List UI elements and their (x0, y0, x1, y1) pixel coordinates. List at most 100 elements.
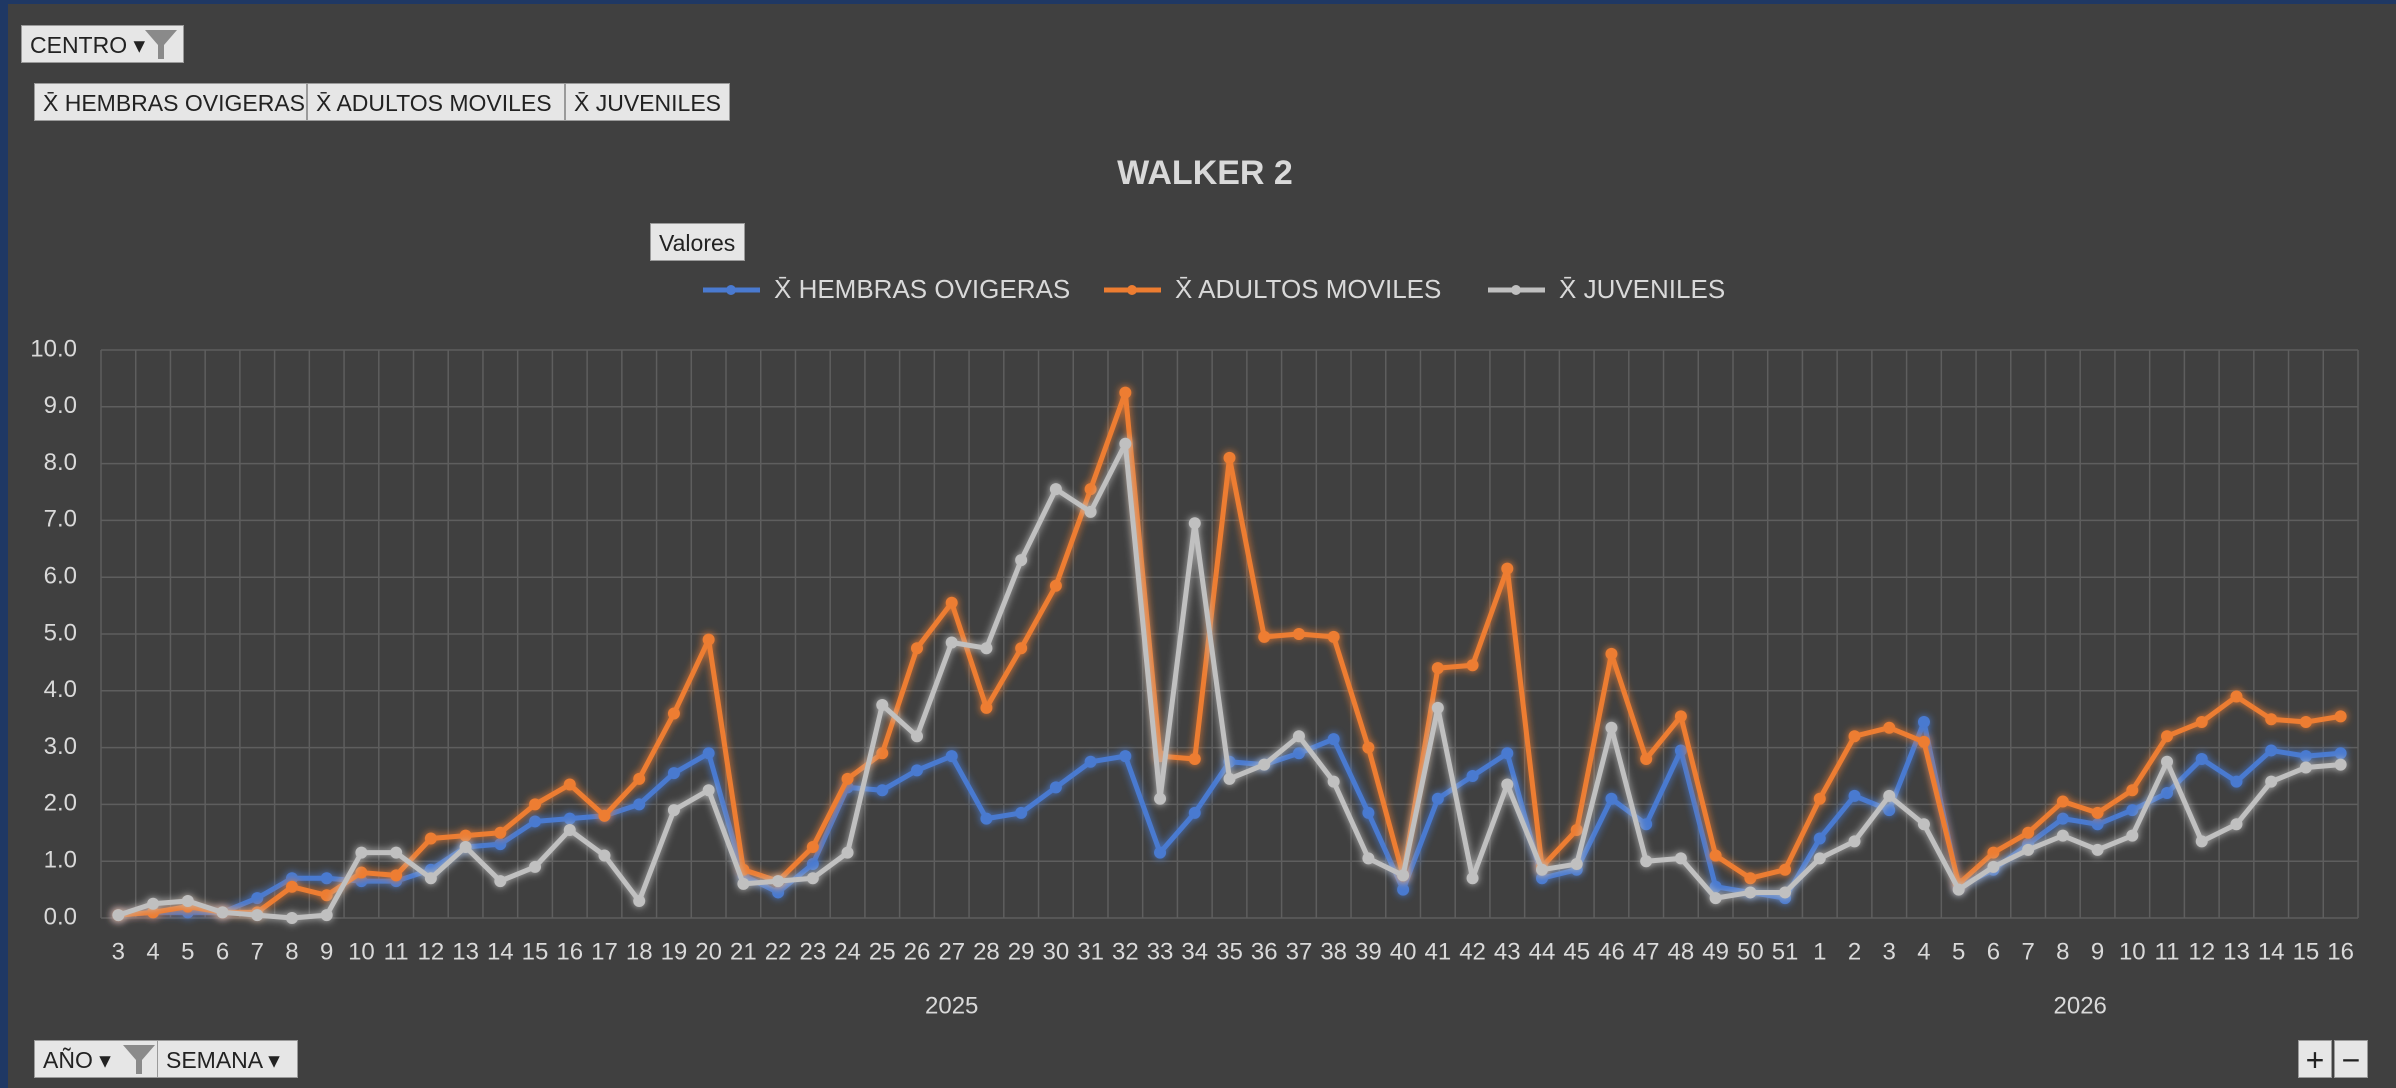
values-button[interactable]: Valores (650, 223, 745, 261)
x-tick-label: 44 (1529, 938, 1556, 965)
data-point (910, 642, 923, 655)
data-point (2056, 795, 2069, 808)
x-tick-label: 14 (487, 938, 514, 965)
data-point (806, 858, 819, 871)
data-point (1327, 733, 1340, 746)
x-tick-label: 35 (1216, 938, 1243, 965)
data-point (2265, 744, 2278, 757)
x-tick-label: 9 (2091, 938, 2104, 965)
filter-icon (145, 30, 177, 59)
data-point (1917, 735, 1930, 748)
x-tick-label: 1 (1813, 938, 1826, 965)
data-point (1292, 628, 1305, 640)
data-point (494, 838, 507, 851)
x-tick-label: 34 (1181, 938, 1208, 965)
data-point (1779, 886, 1792, 899)
data-point (1397, 883, 1410, 896)
y-tick-label: 9.0 (44, 392, 77, 419)
collapse-button[interactable]: − (2334, 1040, 2368, 1078)
x-tick-label: 18 (626, 938, 653, 965)
field-button[interactable]: X̄ ADULTOS MOVILES (307, 83, 565, 121)
data-point (2091, 843, 2104, 856)
data-point (1674, 744, 1687, 757)
data-point (598, 849, 611, 862)
data-point (1049, 781, 1062, 794)
data-point (1917, 818, 1930, 831)
data-point (806, 872, 819, 885)
data-point (1536, 872, 1549, 885)
data-point (1431, 792, 1444, 805)
x-tick-label: 7 (2021, 938, 2034, 965)
data-point (1674, 710, 1687, 723)
x-tick-label: 21 (730, 938, 757, 965)
y-tick-label: 1.0 (44, 847, 77, 874)
data-point (1987, 846, 2000, 859)
x-tick-label: 46 (1598, 938, 1625, 965)
data-point (2334, 747, 2347, 760)
x-tick-label: 4 (146, 938, 159, 965)
data-point (1188, 752, 1201, 765)
data-point (1848, 835, 1861, 848)
x-tick-label: 7 (251, 938, 264, 965)
field-button[interactable]: X̄ JUVENILES (565, 83, 730, 121)
filter-button[interactable]: CENTRO ▾ (21, 25, 184, 63)
data-point (1605, 721, 1618, 734)
data-point (876, 699, 889, 711)
x-tick-label: 16 (2327, 938, 2354, 965)
axis-button-label: SEMANA (166, 1047, 262, 1073)
data-point (1084, 483, 1097, 496)
x-tick-label: 17 (591, 938, 618, 965)
axis-button[interactable]: SEMANA ▾ (157, 1040, 298, 1078)
data-point (1709, 892, 1722, 905)
data-point (1605, 792, 1618, 805)
data-point (459, 841, 472, 853)
data-point (2299, 716, 2312, 729)
data-point (529, 798, 542, 811)
data-point (737, 877, 750, 890)
data-point (1362, 852, 1375, 865)
data-point (1987, 860, 2000, 873)
data-point (181, 894, 194, 907)
x-tick-label: 32 (1112, 938, 1139, 965)
data-point (1258, 630, 1271, 643)
x-tick-label: 3 (112, 938, 125, 965)
expand-button[interactable]: + (2298, 1040, 2332, 1078)
data-point (1154, 846, 1167, 859)
data-point (529, 860, 542, 873)
data-point (424, 832, 437, 845)
axis-button[interactable]: AÑO ▾ (34, 1040, 162, 1078)
x-tick-label: 10 (2119, 938, 2146, 965)
data-point (667, 767, 680, 780)
x-tick-label: 42 (1459, 938, 1486, 965)
field-button[interactable]: X̄ HEMBRAS OVIGERAS (34, 83, 307, 121)
x-tick-label: 5 (1952, 938, 1965, 965)
x-tick-label: 23 (799, 938, 826, 965)
legend-marker (1127, 285, 1137, 295)
data-point (667, 804, 680, 817)
data-point (1292, 747, 1305, 760)
data-point (2299, 750, 2312, 763)
data-point (980, 701, 993, 714)
data-point (424, 872, 437, 885)
data-point (355, 846, 368, 859)
filter-label: CENTRO (30, 32, 128, 58)
data-point (772, 875, 785, 888)
data-point (1466, 659, 1479, 672)
x-tick-label: 48 (1668, 938, 1695, 965)
x-tick-label: 28 (973, 938, 1000, 965)
data-point (1883, 789, 1896, 802)
data-point (1223, 772, 1236, 785)
data-point (320, 909, 333, 922)
x-tick-label: 45 (1563, 938, 1590, 965)
x-tick-label: 31 (1077, 938, 1104, 965)
data-point (147, 897, 160, 910)
data-point (702, 784, 715, 797)
data-point (1119, 437, 1132, 450)
y-tick-label: 10.0 (30, 335, 77, 362)
data-point (1813, 832, 1826, 845)
data-point (2195, 835, 2208, 848)
data-point (1327, 630, 1340, 643)
data-point (1223, 451, 1236, 464)
data-point (702, 747, 715, 760)
